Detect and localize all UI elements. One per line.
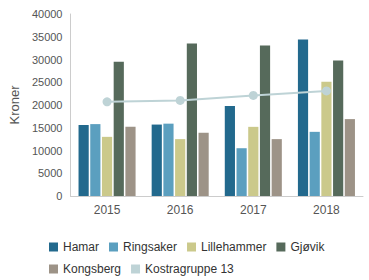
svg-text:0: 0 [56, 190, 62, 202]
svg-text:10000: 10000 [32, 145, 63, 157]
svg-text:Kostragruppe 13: Kostragruppe 13 [145, 262, 234, 276]
svg-text:Kongsberg: Kongsberg [63, 262, 121, 276]
svg-text:Gjøvik: Gjøvik [290, 240, 325, 254]
svg-text:Hamar: Hamar [63, 240, 99, 254]
svg-text:35000: 35000 [32, 31, 63, 43]
svg-text:2017: 2017 [240, 203, 267, 217]
svg-text:40000: 40000 [32, 8, 63, 20]
svg-text:20000: 20000 [32, 99, 63, 111]
svg-text:2018: 2018 [313, 203, 340, 217]
svg-text:15000: 15000 [32, 122, 63, 134]
svg-text:30000: 30000 [32, 54, 63, 66]
svg-text:25000: 25000 [32, 76, 63, 88]
svg-text:Kroner: Kroner [7, 85, 22, 125]
svg-text:5000: 5000 [38, 167, 62, 179]
svg-text:Lillehammer: Lillehammer [201, 240, 266, 254]
svg-text:2016: 2016 [167, 203, 194, 217]
svg-text:Ringsaker: Ringsaker [123, 240, 177, 254]
svg-text:2015: 2015 [94, 203, 121, 217]
